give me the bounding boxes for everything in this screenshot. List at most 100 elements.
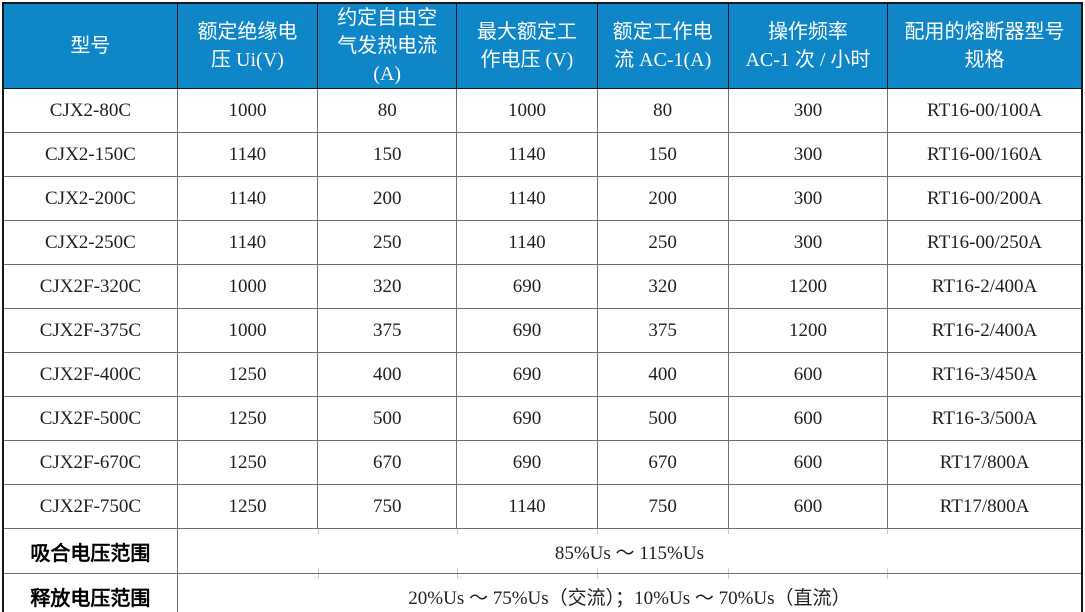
value-cell: RT16-00/200A [887,176,1083,221]
value-cell: 1140 [456,220,598,265]
value-cell: 600 [727,440,889,485]
value-cell: RT16-00/100A [887,88,1083,133]
value-cell: 1140 [176,132,319,177]
value-cell: 1250 [176,440,319,485]
grid-stub [886,574,888,579]
grid-stub [456,574,458,579]
value-cell: 690 [456,396,598,441]
footer-row-pickup-voltage: 吸合电压范围 85%Us ～ 115%Us [2,528,1083,574]
value-cell: 750 [596,484,729,529]
model-cell: CJX2-150C [2,132,178,177]
value-cell: 690 [456,352,598,397]
grid-stub [456,568,458,573]
grid-stub [317,574,319,579]
table-row: CJX2F-400C 1250 400 690 400 600 RT16-3/450A [2,352,1083,397]
grid-stub [727,568,729,573]
value-cell: 1250 [176,484,319,529]
table-row: CJX2-200C 1140 200 1140 200 300 RT16-00/200A [2,176,1083,221]
value-cell: 600 [727,396,889,441]
value-cell: 750 [317,484,458,529]
grid-stub [886,568,888,573]
value-cell: 1250 [176,352,319,397]
value-cell: 200 [317,176,458,221]
value-cell: 1140 [176,176,319,221]
model-cell: CJX2F-320C [2,264,178,309]
column-header-fuse-spec: 配用的熔断器型号 规格 [887,2,1083,89]
model-cell: CJX2F-400C [2,352,178,397]
value-cell: 150 [596,132,729,177]
pickup-voltage-value-cell: 85%Us ～ 115%Us [176,528,1083,574]
value-cell: 250 [596,220,729,265]
value-cell: 320 [596,264,729,309]
value-cell: 1140 [456,132,598,177]
model-cell: CJX2F-375C [2,308,178,353]
value-cell: 670 [317,440,458,485]
column-header-max-working-voltage: 最大额定工 作电压 (V) [456,2,598,89]
footer-row-release-voltage: 释放电压范围 20%Us ～ 75%Us（交流）；10%Us ～ 70%Us（直… [2,573,1083,612]
release-voltage-value: 20%Us ～ 75%Us（交流）；10%Us ～ 70%Us（直流） [408,587,851,609]
value-cell: 600 [727,484,889,529]
table-row: CJX2F-375C 1000 375 690 375 1200 RT16-2/400A [2,308,1083,353]
grid-stub [727,574,729,579]
model-cell: CJX2F-500C [2,396,178,441]
release-voltage-value-cell: 20%Us ～ 75%Us（交流）；10%Us ～ 70%Us（直流） [176,573,1083,612]
value-cell: 80 [596,88,729,133]
value-cell: 500 [596,396,729,441]
grid-stub [317,529,319,534]
value-cell: 80 [317,88,458,133]
value-cell: RT16-00/250A [887,220,1083,265]
model-cell: CJX2-250C [2,220,178,265]
table-row: CJX2F-670C 1250 670 690 670 600 RT17/800A [2,440,1083,485]
value-cell: RT16-2/400A [887,264,1083,309]
value-cell: 1200 [727,264,889,309]
value-cell: 1000 [176,264,319,309]
value-cell: 1000 [176,88,319,133]
value-cell: 1140 [456,176,598,221]
value-cell: 200 [596,176,729,221]
value-cell: 300 [727,176,889,221]
value-cell: 300 [727,220,889,265]
value-cell: 690 [456,264,598,309]
value-cell: 320 [317,264,458,309]
grid-stub [596,529,598,534]
column-header-rated-current: 额定工作电 流 AC-1(A) [596,2,729,89]
value-cell: RT16-3/500A [887,396,1083,441]
table-row: CJX2F-320C 1000 320 690 320 1200 RT16-2/400A [2,264,1083,309]
value-cell: 375 [596,308,729,353]
table-body: CJX2-80C 1000 80 1000 80 300 RT16-00/100A CJX2-… [2,88,1083,529]
value-cell: 500 [317,396,458,441]
value-cell: 300 [727,88,889,133]
value-cell: 375 [317,308,458,353]
column-header-insulation-voltage: 额定绝缘电 压 Ui(V) [176,2,319,89]
value-cell: RT17/800A [887,484,1083,529]
value-cell: 400 [596,352,729,397]
table-row: CJX2-80C 1000 80 1000 80 300 RT16-00/100A [2,88,1083,133]
value-cell: 1000 [456,88,598,133]
value-cell: 1250 [176,396,319,441]
model-cell: CJX2-200C [2,176,178,221]
grid-stub [596,574,598,579]
grid-stub [596,568,598,573]
table-row: CJX2-250C 1140 250 1140 250 300 RT16-00/250A [2,220,1083,265]
value-cell: RT16-00/160A [887,132,1083,177]
value-cell: RT16-2/400A [887,308,1083,353]
grid-stub [727,529,729,534]
value-cell: 400 [317,352,458,397]
value-cell: 1140 [176,220,319,265]
value-cell: 1140 [456,484,598,529]
value-cell: 690 [456,440,598,485]
model-cell: CJX2-80C [2,88,178,133]
table-row: CJX2F-500C 1250 500 690 500 600 RT16-3/500A [2,396,1083,441]
value-cell: 150 [317,132,458,177]
model-cell: CJX2F-670C [2,440,178,485]
value-cell: RT16-3/450A [887,352,1083,397]
value-cell: 1000 [176,308,319,353]
pickup-voltage-label: 吸合电压范围 [2,528,178,574]
value-cell: 670 [596,440,729,485]
value-cell: RT17/800A [887,440,1083,485]
grid-stub [317,568,319,573]
value-cell: 600 [727,352,889,397]
grid-stub [886,529,888,534]
